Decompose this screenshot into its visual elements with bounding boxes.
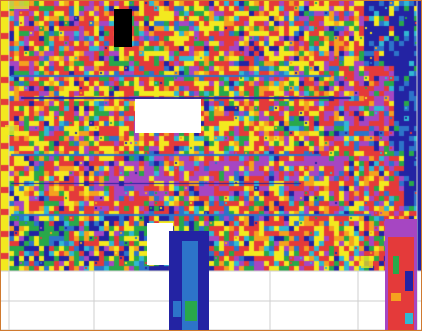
heatmap-frame: [0, 0, 422, 331]
pixel-heatmap: [1, 1, 421, 330]
